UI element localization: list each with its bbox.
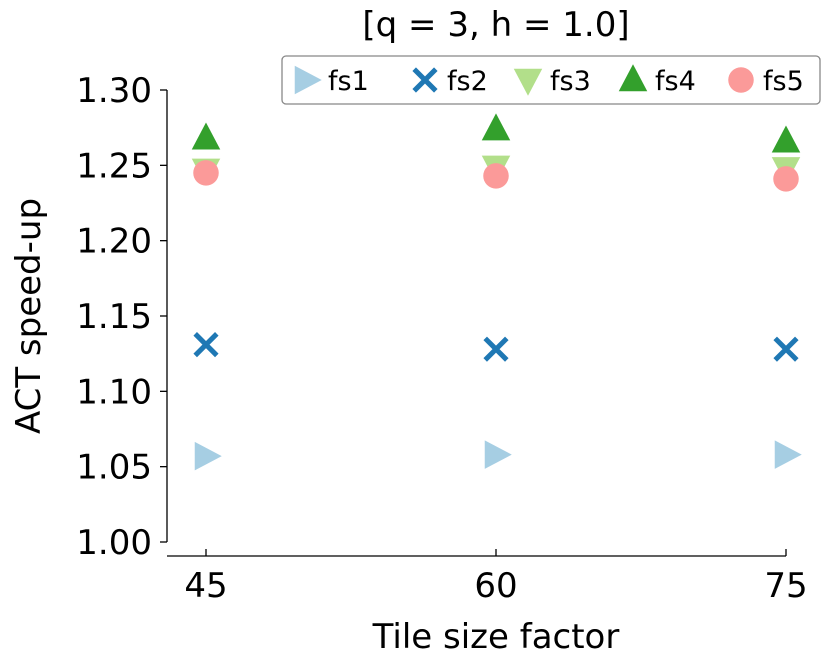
y-tick-label: 1.20 (76, 222, 152, 262)
legend: fs1 fs2 fs3 fs4 fs5 (281, 55, 821, 105)
y-tick-label: 1.15 (76, 297, 152, 337)
x-tick-label: 60 (474, 566, 517, 606)
point-fs2-60 (483, 336, 509, 362)
x-ticks: 45 60 75 (184, 549, 808, 606)
point-fs2-45 (193, 332, 219, 358)
chart-title: [q = 3, h = 1.0] (362, 5, 629, 45)
x-tick-label: 45 (184, 566, 227, 606)
point-fs4-75 (771, 125, 801, 153)
point-fs1-75 (774, 440, 802, 469)
legend-label-fs2: fs2 (447, 66, 488, 97)
legend-label-fs3: fs3 (550, 66, 591, 97)
y-axis-label: ACT speed-up (9, 198, 49, 434)
legend-marker-fs2 (412, 67, 438, 93)
legend-marker-fs4 (618, 64, 648, 92)
y-tick-label: 1.10 (76, 372, 152, 412)
legend-label-fs5: fs5 (763, 66, 804, 97)
x-tick-label: 75 (764, 566, 807, 606)
y-tick-label: 1.00 (76, 523, 152, 563)
y-tick-label: 1.25 (76, 146, 152, 186)
x-axis-label: Tile size factor (372, 617, 620, 657)
point-fs5-75 (773, 166, 799, 192)
point-fs1-45 (194, 441, 222, 471)
point-fs1-60 (484, 440, 512, 469)
data-marks (191, 113, 802, 471)
y-tick-label: 1.05 (76, 448, 152, 488)
point-fs5-60 (483, 163, 509, 189)
point-fs4-60 (481, 113, 511, 141)
y-ticks: 1.00 1.05 1.10 1.15 1.20 1.25 1.30 (76, 71, 167, 563)
point-fs4-45 (191, 122, 221, 150)
y-tick-label: 1.30 (76, 71, 152, 111)
legend-label-fs4: fs4 (655, 66, 696, 97)
legend-marker-fs3 (513, 68, 543, 96)
point-fs5-45 (193, 160, 219, 186)
legend-label-fs1: fs1 (328, 66, 369, 97)
legend-marker-fs5 (728, 67, 754, 93)
point-fs2-75 (773, 336, 799, 362)
axes (166, 90, 786, 557)
legend-marker-fs1 (294, 65, 322, 95)
